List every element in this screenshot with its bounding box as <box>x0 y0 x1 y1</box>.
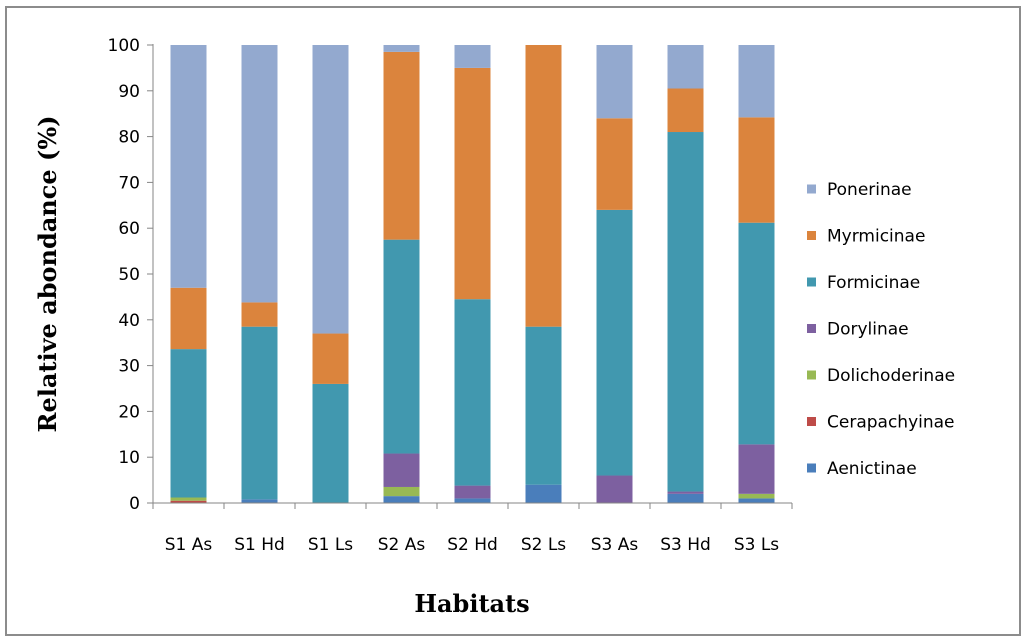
legend-swatch-dolichoderinae <box>807 370 816 380</box>
bar-segment-myrmicinae-s1-hd <box>241 302 278 327</box>
bar-segment-aenictinae-s3-ls <box>738 498 775 503</box>
bar-segment-formicinae-s3-as <box>596 209 633 476</box>
bar-segment-myrmicinae-s1-as <box>170 287 207 350</box>
x-tick-label: S1 Ls <box>308 535 353 555</box>
legend-label-myrmicinae: Myrmicinae <box>827 227 925 247</box>
bar-segment-ponerinae-s3-hd <box>667 45 704 89</box>
bar-segment-dorylinae-s3-ls <box>738 444 775 494</box>
bar-segment-formicinae-s3-ls <box>738 222 775 445</box>
bar-segment-aenictinae-s2-ls <box>525 484 562 503</box>
legend-swatch-aenictinae <box>807 463 816 473</box>
y-tick-label: 20 <box>118 402 140 422</box>
bar-segment-formicinae-s3-hd <box>667 132 704 492</box>
legend-swatch-cerapachyinae <box>807 417 816 426</box>
x-tick-label: S1 As <box>165 535 213 555</box>
bar-segment-myrmicinae-s1-ls <box>312 333 349 384</box>
y-tick-label: 0 <box>129 494 140 514</box>
y-tick-label: 70 <box>118 173 140 193</box>
bar-segment-ponerinae-s2-as <box>383 45 420 52</box>
bar-segment-dorylinae-s3-as <box>596 475 633 503</box>
legend-label-aenictinae: Aenictinae <box>827 459 917 479</box>
bar-segment-ponerinae-s3-as <box>596 45 633 119</box>
bar-segment-ponerinae-s1-as <box>170 45 207 288</box>
bar-segment-formicinae-s1-as <box>170 349 207 498</box>
bar-segment-myrmicinae-s2-ls <box>525 45 562 327</box>
legend-label-dorylinae: Dorylinae <box>827 320 909 340</box>
legend-swatch-ponerinae <box>807 184 816 194</box>
legend-label-cerapachyinae: Cerapachyinae <box>827 413 955 433</box>
bar-segment-formicinae-s1-hd <box>241 326 278 500</box>
legend-label-formicinae: Formicinae <box>827 273 920 293</box>
y-tick-label: 30 <box>118 357 140 377</box>
legend: Ponerinae Myrmicinae Formicinae Dorylinae Do… <box>807 180 955 479</box>
bar-segment-myrmicinae-s2-as <box>383 51 420 240</box>
y-tick-label: 10 <box>118 448 140 468</box>
bar-segment-myrmicinae-s3-hd <box>667 88 704 133</box>
bar-segment-formicinae-s2-as <box>383 239 420 454</box>
legend-swatch-dorylinae <box>807 324 816 333</box>
x-tick-label: S3 Hd <box>660 535 711 555</box>
x-tick-label: S2 As <box>378 535 426 555</box>
bar-segment-formicinae-s1-ls <box>312 383 349 503</box>
y-tick-label: 80 <box>118 128 140 148</box>
bar-segment-dolichoderinae-s2-as <box>383 486 420 497</box>
bar-segment-myrmicinae-s2-hd <box>454 67 491 300</box>
y-tick-label: 40 <box>118 311 140 331</box>
bar-segment-dorylinae-s3-hd <box>667 491 704 494</box>
legend-label-ponerinae: Ponerinae <box>827 180 912 200</box>
x-tick-label: S2 Hd <box>447 535 498 555</box>
bar-segment-aenictinae-s1-hd <box>241 499 278 503</box>
bar-segment-myrmicinae-s3-ls <box>738 117 775 223</box>
x-tick-label: S3 As <box>591 535 639 555</box>
bar-segment-ponerinae-s1-ls <box>312 45 349 334</box>
legend-swatch-myrmicinae <box>807 231 816 240</box>
bar-segment-aenictinae-s2-hd <box>454 498 491 503</box>
bar-segment-formicinae-s2-ls <box>525 326 562 485</box>
y-tick-label: 100 <box>108 36 140 56</box>
bar-segment-ponerinae-s1-hd <box>241 45 278 303</box>
bar-segment-formicinae-s2-hd <box>454 299 491 486</box>
x-axis-title: Habitats <box>414 589 529 618</box>
bar-segment-dolichoderinae-s1-as <box>170 497 207 501</box>
bar-segment-dorylinae-s2-as <box>383 453 420 487</box>
y-tick-label: 60 <box>118 219 140 239</box>
bar-segment-ponerinae-s3-ls <box>738 45 775 118</box>
bar-segment-aenictinae-s2-as <box>383 496 420 503</box>
bar-segment-dorylinae-s2-hd <box>454 485 491 499</box>
y-tick-label: 50 <box>118 265 140 285</box>
bar-segment-ponerinae-s2-hd <box>454 45 491 68</box>
bar-segment-aenictinae-s3-hd <box>667 493 704 503</box>
y-tick-label: 90 <box>118 82 140 102</box>
bar-segment-cerapachyinae-s1-as <box>170 500 207 503</box>
bar-segment-dolichoderinae-s3-ls <box>738 493 775 499</box>
bar-segment-myrmicinae-s3-as <box>596 118 633 210</box>
y-axis-title: Relative abondance (%) <box>33 116 62 433</box>
plot-area: 0 10 20 30 40 50 60 70 80 90 100 S1 As S1 Hd S1 Ls S2 … <box>108 36 793 555</box>
x-tick-label: S1 Hd <box>234 535 285 555</box>
x-tick-label: S2 Ls <box>521 535 566 555</box>
legend-swatch-formicinae <box>807 277 816 287</box>
legend-label-dolichoderinae: Dolichoderinae <box>827 366 955 386</box>
x-tick-label: S3 Ls <box>734 535 779 555</box>
